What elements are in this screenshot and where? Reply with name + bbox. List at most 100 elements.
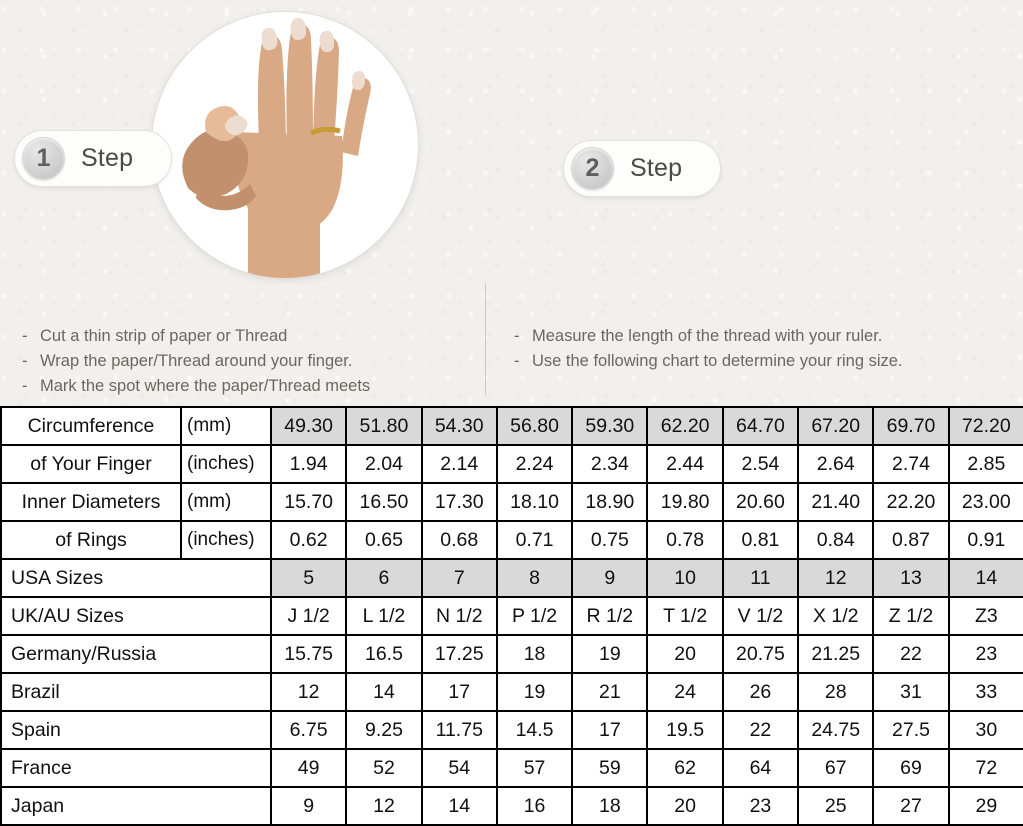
table-cell: 67.20 — [797, 406, 875, 446]
table-cell: 18 — [571, 786, 649, 826]
step-2-badge: 2 Step — [563, 140, 721, 197]
table-cell: 62 — [646, 748, 724, 788]
row-group-label: of Your Finger — [0, 445, 182, 484]
table-cell: 51.80 — [345, 406, 423, 446]
size-system-label: Brazil — [0, 672, 272, 712]
table-cell: 8 — [495, 558, 574, 598]
size-system-label: France — [0, 748, 272, 788]
unit-label: (inches) — [180, 444, 272, 484]
table-cell: 15.70 — [269, 482, 348, 522]
table-cell: 20 — [646, 786, 724, 826]
table-cell: 59 — [571, 748, 649, 788]
table-cell: 26 — [721, 672, 800, 712]
instruction-line: - Mark the spot where the paper/Thread me… — [22, 374, 472, 399]
table-cell: 25 — [797, 786, 875, 826]
instruction-text: Measure the length of the thread with yo… — [532, 327, 883, 345]
table-cell: R 1/2 — [571, 596, 649, 636]
table-cell: Z3 — [947, 596, 1023, 636]
instruction-text: Use the following chart to determine you… — [532, 352, 903, 370]
table-cell: 14 — [345, 672, 423, 712]
table-cell: 1.94 — [269, 444, 348, 484]
table-cell: 14 — [420, 786, 498, 826]
unit-label: (mm) — [180, 482, 272, 522]
size-system-label: UK/AU Sizes — [0, 596, 272, 636]
step-1-label: Step — [81, 144, 134, 172]
table-cell: 59.30 — [571, 406, 649, 446]
table-cell: P 1/2 — [495, 596, 574, 636]
table-cell: 72.20 — [947, 406, 1023, 446]
table-row: France 49 52 54 57 59 62 64 67 69 72 — [0, 748, 1023, 788]
table-cell: 52 — [345, 748, 423, 788]
table-cell: 49.30 — [269, 406, 348, 446]
table-cell: 16.5 — [345, 634, 423, 674]
table-cell: T 1/2 — [646, 596, 724, 636]
table-cell: 2.24 — [495, 444, 574, 484]
table-row: Inner Diameters (mm) 15.70 16.50 17.30 18.10 1… — [0, 482, 1023, 522]
table-row: USA Sizes 5 6 7 8 9 10 11 12 13 14 — [0, 558, 1023, 598]
table-cell: 19.5 — [646, 710, 724, 750]
table-cell: 0.84 — [797, 520, 875, 560]
table-cell: 7 — [420, 558, 498, 598]
table-cell: 17 — [571, 710, 649, 750]
table-cell: 27.5 — [872, 710, 950, 750]
table-cell: 27 — [872, 786, 950, 826]
table-cell: 6.75 — [269, 710, 348, 750]
table-cell: 28 — [797, 672, 875, 712]
instruction-text: Wrap the paper/Thread around your finger… — [40, 352, 353, 370]
table-cell: 22 — [872, 634, 950, 674]
table-cell: 17.25 — [420, 634, 498, 674]
table-cell: 20.75 — [721, 634, 800, 674]
table-cell: 19.80 — [646, 482, 724, 522]
table-cell: 12 — [345, 786, 423, 826]
ring-size-conversion-table: Circumference (mm) 49.30 51.80 54.30 56.80 59.… — [0, 406, 1023, 826]
table-cell: Z 1/2 — [872, 596, 950, 636]
hand-with-ring-illustration — [182, 17, 371, 278]
table-cell: 54 — [420, 748, 498, 788]
table-cell: 20.60 — [721, 482, 800, 522]
step-2-label: Step — [630, 154, 683, 182]
table-cell: 2.85 — [947, 444, 1023, 484]
table-cell: L 1/2 — [345, 596, 423, 636]
table-cell: 0.62 — [269, 520, 348, 560]
panel-divider — [485, 283, 486, 395]
table-cell: 14 — [947, 558, 1023, 598]
size-system-label: USA Sizes — [0, 558, 272, 598]
bullet-dash: - — [22, 352, 28, 370]
table-cell: 64 — [721, 748, 800, 788]
table-cell: 0.71 — [495, 520, 574, 560]
instruction-line: - Use the following chart to determine yo… — [514, 349, 1019, 374]
row-group-label: of Rings — [0, 521, 182, 560]
table-cell: 0.68 — [420, 520, 498, 560]
instruction-text: Cut a thin strip of paper or Thread — [40, 327, 288, 345]
table-cell: 16.50 — [345, 482, 423, 522]
table-cell: 15.75 — [269, 634, 348, 674]
table-cell: 12 — [797, 558, 875, 598]
table-cell: 24.75 — [797, 710, 875, 750]
table-cell: 18 — [495, 634, 574, 674]
table-cell: X 1/2 — [797, 596, 875, 636]
instruction-text: Mark the spot where the paper/Thread mee… — [40, 377, 371, 395]
size-system-label: Spain — [0, 710, 272, 750]
table-cell: 23 — [721, 786, 800, 826]
table-cell: 29 — [947, 786, 1023, 826]
table-cell: 5 — [269, 558, 348, 598]
table-cell: 23.00 — [947, 482, 1023, 522]
table-cell: 56.80 — [495, 406, 574, 446]
table-cell: 13 — [872, 558, 950, 598]
table-cell: 21.25 — [797, 634, 875, 674]
table-cell: 9 — [571, 558, 649, 598]
table-cell: 54.30 — [420, 406, 498, 446]
size-system-label: Germany/Russia — [0, 634, 272, 674]
table-cell: 22.20 — [872, 482, 950, 522]
table-cell: 2.04 — [345, 444, 423, 484]
table-row: Circumference (mm) 49.30 51.80 54.30 56.80 59.… — [0, 406, 1023, 446]
table-cell: 23 — [947, 634, 1023, 674]
bullet-dash: - — [22, 327, 28, 345]
table-cell: 20 — [646, 634, 724, 674]
table-cell: 67 — [797, 748, 875, 788]
table-cell: 33 — [947, 672, 1023, 712]
table-cell: 17 — [420, 672, 498, 712]
bullet-dash: - — [22, 377, 28, 395]
table-row: Germany/Russia 15.75 16.5 17.25 18 19 20 20.75 2… — [0, 634, 1023, 674]
table-cell: N 1/2 — [420, 596, 498, 636]
